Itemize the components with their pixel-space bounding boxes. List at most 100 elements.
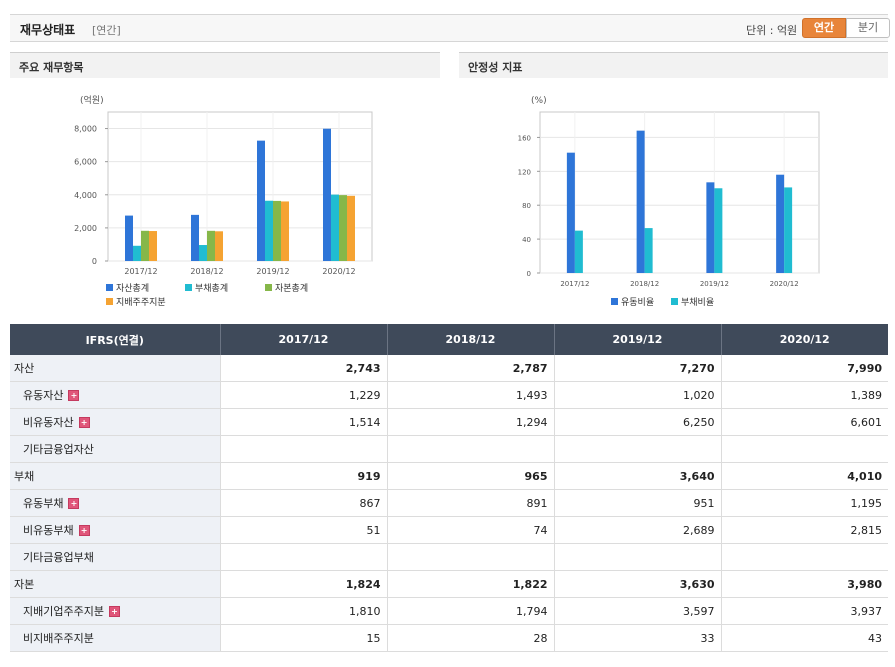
y-tick-label: 6,000 [74,158,97,167]
y-axis-label: (억원) [80,94,104,106]
value-cell: 3,597 [553,597,721,625]
value-cell: 7,990 [720,355,888,382]
right-panel-title: 안정성 지표 [468,61,523,74]
expand-plus-icon[interactable]: + [108,606,120,617]
value-cell: 1,824 [219,570,387,598]
bar [273,200,281,261]
bar [706,182,715,273]
row-label: 기타금융업자산 [23,443,94,456]
row-label-cell: 자산 [10,355,220,382]
stability-chart-svg: 0 40 80 120 160 (%) 2017/12 2018/12 2019/12 2020/… [518,96,820,308]
legend-swatch [671,298,678,305]
y-tick-label: 8,000 [74,125,97,134]
table-row: 비지배주주지분 15 28 33 43 [10,624,888,652]
row-label-cell: 자본 [10,570,220,598]
value-cell: 1,020 [553,381,721,409]
expand-plus-icon[interactable]: + [78,525,90,536]
y-tick-label: 0 [92,257,97,266]
row-label: 비유동부채 [23,524,74,537]
financial-items-chart: 0 2,000 4,000 6,000 8,000 (억원) 2017/12 2018/12 2… [10,80,440,320]
quarter-toggle-button[interactable]: 분기 [846,18,890,38]
row-label-cell: 유동자산 + [10,381,220,409]
value-cell: 15 [219,624,387,652]
row-label-cell: 기타금융업자산 [10,435,220,463]
bar [149,231,157,261]
bar [133,245,141,261]
row-label-cell: 지배기업주주지분 + [10,597,220,625]
value-cell [720,435,888,463]
legend-label: 자산총계 [116,282,149,294]
x-tick-label: 2018/12 [190,267,223,276]
table-header-col: 2018/12 [386,324,554,355]
x-tick-label: 2020/12 [770,280,799,288]
row-label-cell: 유동부채 + [10,489,220,517]
value-cell: 1,514 [219,408,387,436]
y-axis-label: (%) [531,96,547,106]
table-row: 자산 2,743 2,787 7,270 7,990 [10,355,888,382]
annual-toggle-button[interactable]: 연간 [802,18,846,38]
bar [347,195,355,261]
value-cell: 1,229 [219,381,387,409]
row-label: 비유동자산 [23,416,74,429]
table-row: 부채 919 965 3,640 4,010 [10,462,888,490]
row-label: 자본 [14,578,35,591]
value-cell: 965 [386,462,554,490]
table-row: 유동자산 +1,229 1,493 1,020 1,389 [10,381,888,409]
bar [265,200,273,261]
value-cell: 4,010 [720,462,888,490]
table-row: 지배기업주주지분 +1,810 1,794 3,597 3,937 [10,597,888,625]
bar [776,174,785,273]
value-cell: 2,787 [386,355,554,382]
table-row: 기타금융업자산 [10,435,888,463]
value-cell: 51 [219,516,387,544]
y-tick-label: 4,000 [74,191,97,200]
value-cell: 2,689 [553,516,721,544]
bar [215,231,223,261]
value-cell [219,543,387,571]
y-tick-label: 160 [518,134,531,142]
value-cell: 33 [553,624,721,652]
bar [784,187,793,273]
row-label: 지배기업주주지분 [23,605,104,618]
value-cell: 3,640 [553,462,721,490]
value-cell: 74 [386,516,554,544]
value-cell: 951 [553,489,721,517]
bar [323,128,331,261]
legend-swatch [185,284,192,291]
period-subtitle: [연간] [92,24,121,37]
expand-plus-icon[interactable]: + [78,417,90,428]
left-panel-title: 주요 재무항목 [19,61,84,74]
value-cell: 891 [386,489,554,517]
bar [191,214,199,261]
y-tick-label: 120 [518,168,531,176]
value-cell: 867 [219,489,387,517]
table-row: 비유동부채 +51 74 2,689 2,815 [10,516,888,544]
bar [339,195,347,261]
table-header-col: 2020/12 [720,324,888,355]
plot-area [539,111,820,274]
row-label: 부채 [14,470,35,483]
expand-plus-icon[interactable]: + [68,498,80,509]
table-header-label: IFRS(연결) [10,324,220,355]
legend-label: 유동비율 [621,297,654,308]
table-row: 자본 1,824 1,822 3,630 3,980 [10,570,888,598]
statement-header-bar: 재무상태표 [연간] 단위 : 억원 연간 분기 [10,14,890,42]
bar [207,230,215,261]
row-label: 유동자산 [23,389,64,402]
left-panel-header: 주요 재무항목 [10,52,440,78]
value-cell: 2,815 [720,516,888,544]
legend-label: 자본총계 [275,282,308,294]
value-cell [553,435,721,463]
legend-swatch [106,284,113,291]
bar [141,230,149,261]
bar [281,201,289,261]
unit-label: 단위 : 억원 [746,24,798,37]
bar [574,230,583,273]
row-label: 유동부채 [23,497,64,510]
bar [636,130,645,273]
expand-plus-icon[interactable]: + [68,390,80,401]
bar [125,215,133,261]
legend-swatch [611,298,618,305]
value-cell: 919 [219,462,387,490]
x-tick-label: 2017/12 [124,267,157,276]
